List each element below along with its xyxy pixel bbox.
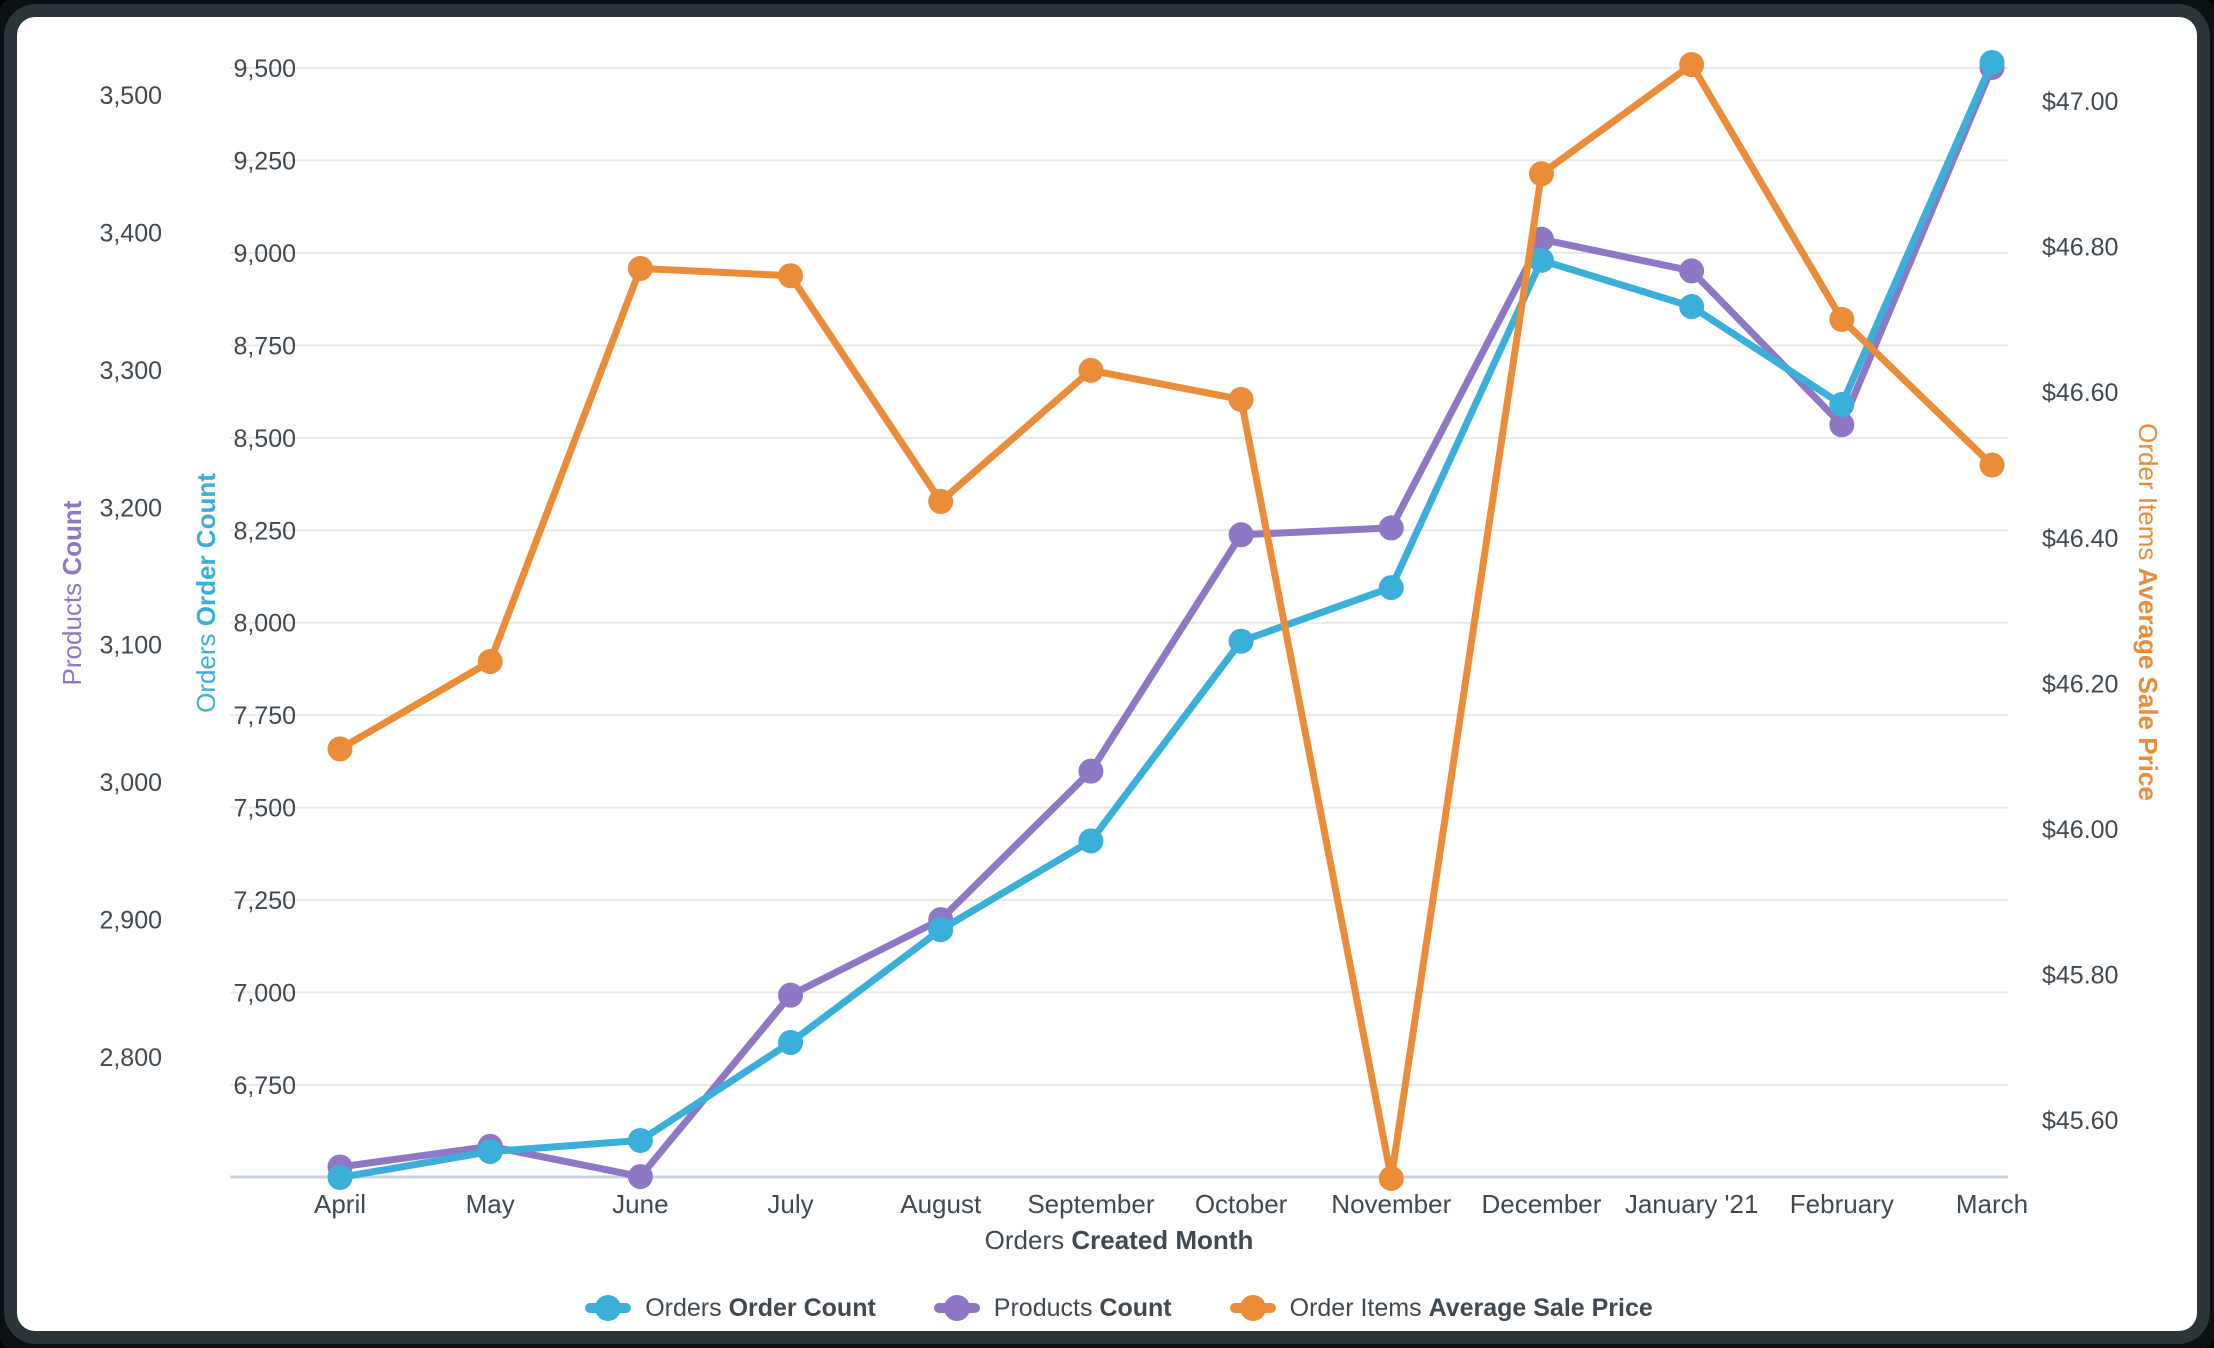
data-point-price-July[interactable] [778,263,804,289]
products-axis-tick-label: 2,900 [99,907,162,935]
products-axis-tick-label: 3,100 [99,632,162,660]
legend-label: Products Count [993,1293,1172,1322]
orders-axis-tick-label: 9,250 [233,147,296,175]
data-point-orders-January '21[interactable] [1679,294,1705,320]
month-label: February [1790,1189,1894,1219]
price-axis-tick-label: $47.00 [2042,88,2118,116]
month-label: October [1195,1189,1288,1219]
data-point-orders-June[interactable] [627,1127,653,1153]
data-point-price-August[interactable] [928,488,954,514]
data-point-products-February[interactable] [1829,412,1855,438]
data-point-price-March[interactable] [1979,452,2005,478]
products-axis-tick-label: 3,300 [99,357,162,385]
data-point-orders-October[interactable] [1228,628,1254,654]
data-point-price-January '21[interactable] [1679,52,1705,78]
products-axis-tick-label: 3,200 [99,494,162,522]
month-label: January '21 [1625,1189,1759,1219]
month-label: November [1331,1189,1451,1219]
products-axis-tick-label: 2,800 [99,1044,162,1072]
price-axis-tick-label: $45.60 [2042,1107,2118,1135]
x-axis-title: Orders Created Month [985,1225,1254,1255]
orders-axis-tick-label: 8,750 [233,332,296,360]
month-label: June [612,1189,668,1219]
month-label: March [1956,1189,2028,1219]
products-axis-tick-label: 3,500 [99,82,162,110]
data-point-orders-November[interactable] [1378,575,1404,601]
data-point-orders-July[interactable] [778,1029,804,1055]
data-point-price-October[interactable] [1228,386,1254,412]
legend-line-dot-icon [933,1295,980,1321]
legend-item-products-count[interactable]: Products Count [933,1293,1172,1323]
data-point-orders-August[interactable] [928,917,954,943]
data-point-products-July[interactable] [778,982,804,1008]
data-point-orders-March[interactable] [1979,49,2005,75]
data-point-orders-May[interactable] [477,1139,503,1165]
data-point-products-January '21[interactable] [1679,258,1705,284]
products-axis-tick-label: 3,400 [99,219,162,247]
data-point-orders-December[interactable] [1528,247,1554,273]
products-axis-tick-label: 3,000 [99,769,162,797]
data-point-price-September[interactable] [1078,357,1104,383]
orders-axis-tick-label: 7,500 [233,795,296,823]
orders-axis-tick-label: 9,500 [233,55,296,83]
data-point-products-September[interactable] [1078,758,1104,784]
month-label: April [314,1189,366,1219]
orders-axis-tick-label: 6,750 [233,1072,296,1100]
orders-axis-tick-label: 8,500 [233,425,296,453]
data-point-price-November[interactable] [1378,1165,1404,1191]
data-point-price-June[interactable] [627,255,653,281]
orders-axis-tick-label: 7,250 [233,887,296,915]
data-point-orders-February[interactable] [1829,392,1855,418]
price-axis-tick-label: $46.20 [2042,670,2118,698]
price-axis-tick-label: $46.60 [2042,379,2118,407]
legend-label: Orders Order Count [645,1293,876,1322]
data-point-price-May[interactable] [477,649,503,675]
legend-item-average-sale-price[interactable]: Order Items Average Sale Price [1229,1293,1653,1323]
orders-axis-title: Orders Order Count [191,473,221,713]
data-point-orders-April[interactable] [327,1164,353,1190]
month-label: December [1481,1189,1601,1219]
chart-card [17,17,2197,1331]
orders-axis-tick-label: 8,000 [233,610,296,638]
series-line-orders [336,58,1996,1181]
data-point-price-December[interactable] [1528,161,1554,187]
products-axis-title: Products Count [57,500,87,685]
data-point-price-April[interactable] [327,736,353,762]
legend-line-dot-icon [585,1295,632,1321]
price-axis-title: Order Items Average Sale Price [2133,423,2163,801]
orders-axis-tick-label: 8,250 [233,517,296,545]
month-label: May [466,1189,515,1219]
series-line-products [336,64,1996,1181]
data-point-products-November[interactable] [1378,515,1404,541]
orders-axis-tick-label: 7,000 [233,980,296,1008]
data-point-products-June[interactable] [627,1164,653,1190]
price-axis-tick-label: $46.00 [2042,816,2118,844]
orders-axis-tick-label: 7,750 [233,702,296,730]
data-point-products-October[interactable] [1228,522,1254,548]
price-axis-tick-label: $46.80 [2042,234,2118,262]
price-axis-tick-label: $46.40 [2042,525,2118,553]
month-label: August [900,1189,982,1219]
orders-axis-tick-label: 9,000 [233,240,296,268]
legend-item-orders-order-count[interactable]: Orders Order Count [585,1294,876,1323]
data-point-price-February[interactable] [1829,306,1855,332]
legend-line-dot-icon [1229,1295,1276,1321]
legend-label: Order Items Average Sale Price [1289,1293,1653,1322]
month-label: July [767,1189,813,1219]
chart-legend: Orders Order Count Products Count Order … [120,1282,2118,1334]
series-line-price [336,61,1996,1182]
data-point-orders-September[interactable] [1078,828,1104,854]
price-axis-tick-label: $45.80 [2042,962,2118,990]
month-label: September [1027,1189,1155,1219]
